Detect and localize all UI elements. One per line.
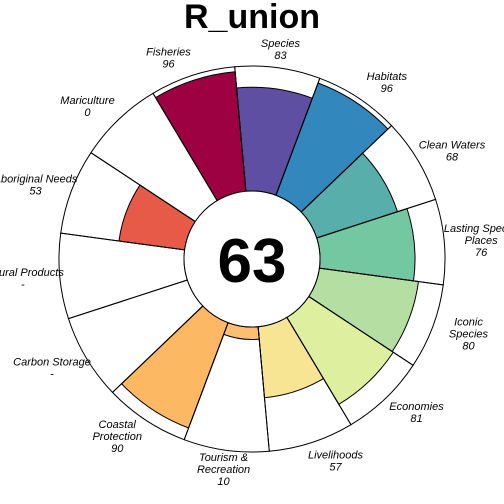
- petal-fisheries: [154, 71, 247, 202]
- label-mariculture: Mariculture 0: [60, 95, 114, 119]
- center-circle: [183, 190, 321, 328]
- label-economies: Economies 81: [389, 401, 444, 425]
- label-natural-products: Natural Products-: [0, 267, 64, 291]
- label-habitats: Habitats 96: [367, 71, 408, 95]
- label-coastal-protection: Coastal Protection 90: [92, 419, 142, 455]
- label-fisheries: Fisheries 96: [146, 46, 191, 70]
- label-aboriginal-needs: Aboriginal Needs 53: [0, 174, 78, 198]
- center-score: 63: [218, 227, 287, 296]
- label-iconic-species: Iconic Species 80: [449, 316, 489, 352]
- label-clean-waters: Clean Waters 68: [419, 139, 486, 163]
- label-lasting-special-places: Lasting SpecialPlaces76: [444, 223, 504, 259]
- label-carbon-storage: Carbon Storage -: [13, 357, 91, 381]
- label-tourism-recreation: Tourism & Recreation 10: [197, 452, 250, 488]
- chart-title: R_union: [184, 0, 320, 36]
- label-species: Species 83: [261, 38, 301, 62]
- petal-aboriginal-needs: [118, 184, 196, 251]
- petal-coastal-protection: [120, 305, 229, 429]
- label-livelihoods: Livelihoods 57: [308, 450, 364, 474]
